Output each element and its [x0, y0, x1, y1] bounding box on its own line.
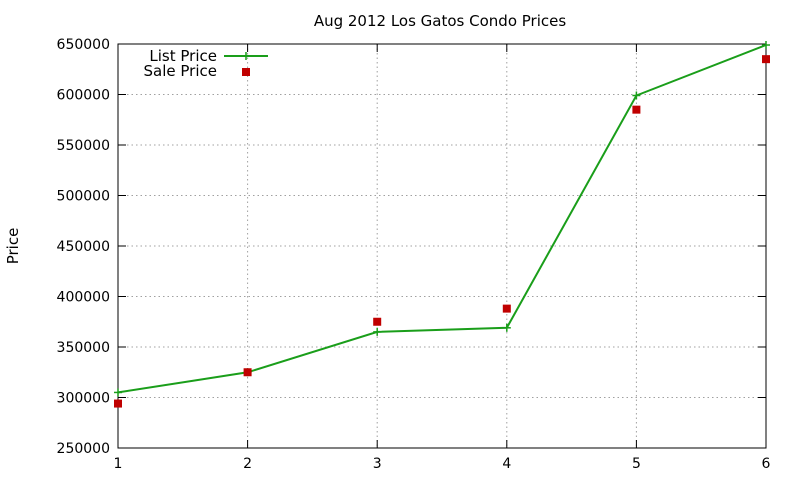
x-tick-label: 3	[373, 456, 382, 472]
y-axis-label: Price	[4, 228, 22, 265]
list-price-point	[373, 327, 382, 336]
y-tick-label: 550000	[57, 138, 110, 154]
y-tick-label: 650000	[57, 37, 110, 53]
grid-layer	[118, 44, 766, 448]
list-price-point	[762, 41, 770, 50]
y-tick-label: 250000	[57, 441, 110, 457]
sale-price-point	[502, 304, 511, 313]
y-tick-label: 350000	[57, 340, 110, 356]
tick-layer: 250000 300000 350000 400000 450000 500000 5500…	[57, 37, 771, 472]
x-tick-label: 2	[243, 456, 252, 472]
y-tick-label: 450000	[57, 239, 110, 255]
legend-sample-sale-price	[242, 68, 250, 76]
y-tick-label: 500000	[57, 189, 110, 205]
legend-sample-list-price	[224, 52, 268, 60]
sale-price-point	[243, 368, 252, 377]
y-tick-label: 400000	[57, 290, 110, 306]
x-tick-label: 6	[762, 456, 771, 472]
x-tick-label: 5	[632, 456, 641, 472]
sale-price-point	[114, 399, 122, 408]
chart-title: Aug 2012 Los Gatos Condo Prices	[314, 12, 567, 30]
legend-marker-sale-price	[242, 68, 250, 76]
sale-price-point	[762, 55, 770, 64]
sale-price-point	[632, 105, 641, 114]
list-price-point	[632, 91, 641, 100]
legend-marker-list-price	[242, 52, 250, 60]
sale-price-point	[373, 317, 382, 326]
legend-label-list-price: List Price	[149, 47, 217, 65]
series-layer	[114, 41, 770, 408]
list-price-point	[114, 388, 122, 397]
list-price-line	[117, 44, 767, 394]
x-tick-label: 1	[114, 456, 123, 472]
y-tick-label: 300000	[57, 391, 110, 407]
legend-label-sale-price: Sale Price	[144, 62, 217, 80]
x-tick-label: 4	[502, 456, 511, 472]
legend: List Price Sale Price	[144, 47, 268, 80]
list-price-point	[502, 323, 511, 332]
y-tick-label: 600000	[57, 88, 110, 104]
